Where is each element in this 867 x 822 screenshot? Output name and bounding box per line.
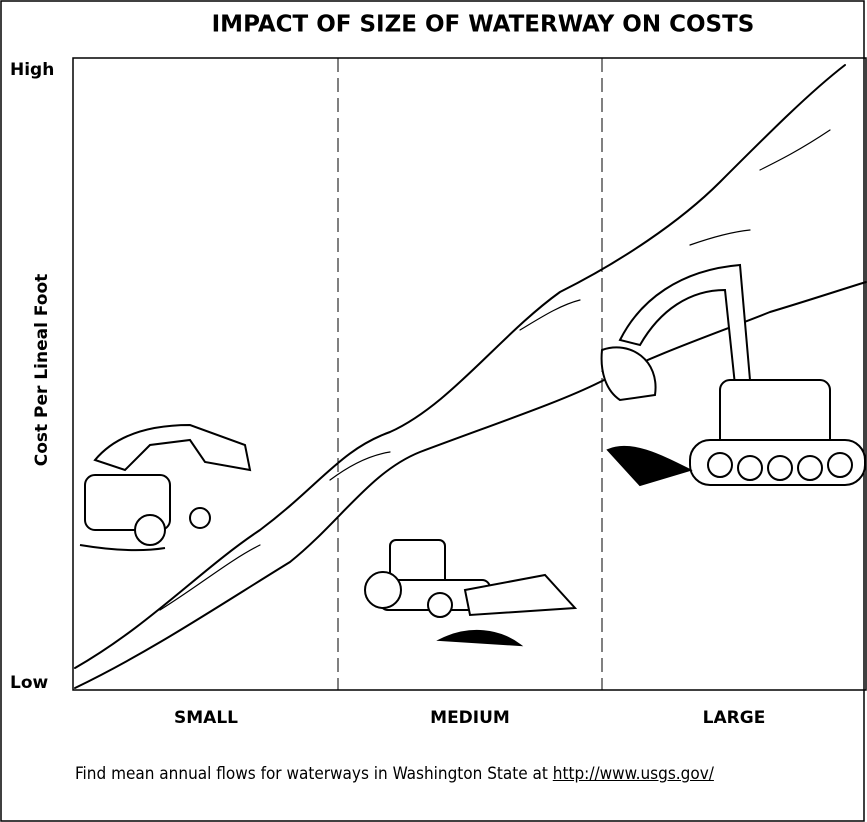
title: IMPACT OF SIZE OF WATERWAY ON COSTS xyxy=(212,12,755,38)
page: IMPACT OF SIZE OF WATERWAY ON COSTS High… xyxy=(0,0,867,822)
category-label: LARGE xyxy=(703,708,766,728)
y-axis-label: Cost Per Lineal Foot xyxy=(32,274,52,467)
y-high-label: High xyxy=(10,60,54,80)
medium-loader xyxy=(365,540,575,645)
small-excavator xyxy=(80,425,250,550)
category-label: SMALL xyxy=(174,708,238,728)
category-label: MEDIUM xyxy=(430,708,510,728)
footnote-link[interactable]: http://www.usgs.gov/ xyxy=(553,764,714,784)
large-excavator xyxy=(602,265,865,485)
footnote: Find mean annual flows for waterways in … xyxy=(75,763,755,786)
diagram: IMPACT OF SIZE OF WATERWAY ON COSTS High… xyxy=(0,0,867,822)
footnote-text: Find mean annual flows for waterways in … xyxy=(75,764,553,784)
y-low-label: Low xyxy=(10,673,49,693)
